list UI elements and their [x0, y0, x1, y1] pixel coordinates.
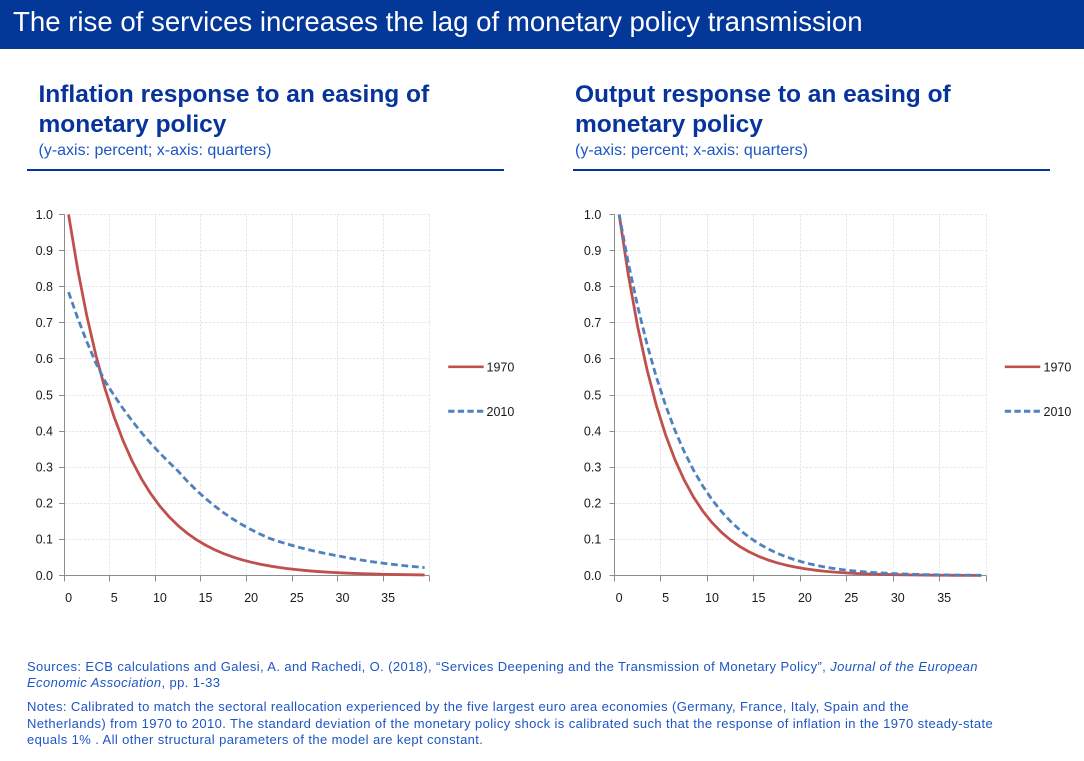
svg-text:20: 20: [798, 591, 812, 605]
svg-text:0.4: 0.4: [584, 424, 601, 438]
svg-text:25: 25: [844, 591, 858, 605]
svg-text:0.1: 0.1: [584, 533, 601, 547]
svg-text:0.1: 0.1: [36, 533, 53, 547]
svg-text:0.7: 0.7: [584, 316, 601, 330]
svg-text:0.2: 0.2: [36, 497, 53, 511]
svg-text:0.6: 0.6: [36, 352, 53, 366]
svg-text:5: 5: [111, 591, 118, 605]
svg-text:2010: 2010: [1044, 405, 1072, 419]
svg-text:1.0: 1.0: [584, 208, 601, 222]
svg-text:2010: 2010: [487, 405, 515, 419]
svg-text:1970: 1970: [487, 361, 515, 375]
svg-text:0.6: 0.6: [584, 352, 601, 366]
svg-text:0.9: 0.9: [36, 244, 53, 258]
svg-text:0.4: 0.4: [36, 424, 53, 438]
svg-text:15: 15: [199, 591, 213, 605]
svg-text:5: 5: [662, 591, 669, 605]
svg-text:0.2: 0.2: [584, 497, 601, 511]
svg-text:30: 30: [336, 591, 350, 605]
svg-text:0.5: 0.5: [36, 388, 53, 402]
svg-text:25: 25: [290, 591, 304, 605]
svg-text:0.5: 0.5: [584, 388, 601, 402]
svg-text:0.7: 0.7: [36, 316, 53, 330]
svg-text:35: 35: [937, 591, 951, 605]
svg-text:20: 20: [244, 591, 258, 605]
svg-text:0.0: 0.0: [584, 569, 601, 583]
svg-text:15: 15: [752, 591, 766, 605]
svg-text:0: 0: [616, 591, 623, 605]
svg-text:10: 10: [705, 591, 719, 605]
svg-text:10: 10: [153, 591, 167, 605]
svg-text:0.0: 0.0: [36, 569, 53, 583]
svg-text:30: 30: [891, 591, 905, 605]
svg-text:1970: 1970: [1044, 361, 1072, 375]
svg-text:1.0: 1.0: [36, 208, 53, 222]
svg-text:0: 0: [65, 591, 72, 605]
svg-text:0.8: 0.8: [36, 280, 53, 294]
svg-text:0.9: 0.9: [584, 244, 601, 258]
svg-text:0.8: 0.8: [584, 280, 601, 294]
svg-text:35: 35: [381, 591, 395, 605]
svg-text:0.3: 0.3: [584, 461, 601, 475]
svg-text:0.3: 0.3: [36, 461, 53, 475]
